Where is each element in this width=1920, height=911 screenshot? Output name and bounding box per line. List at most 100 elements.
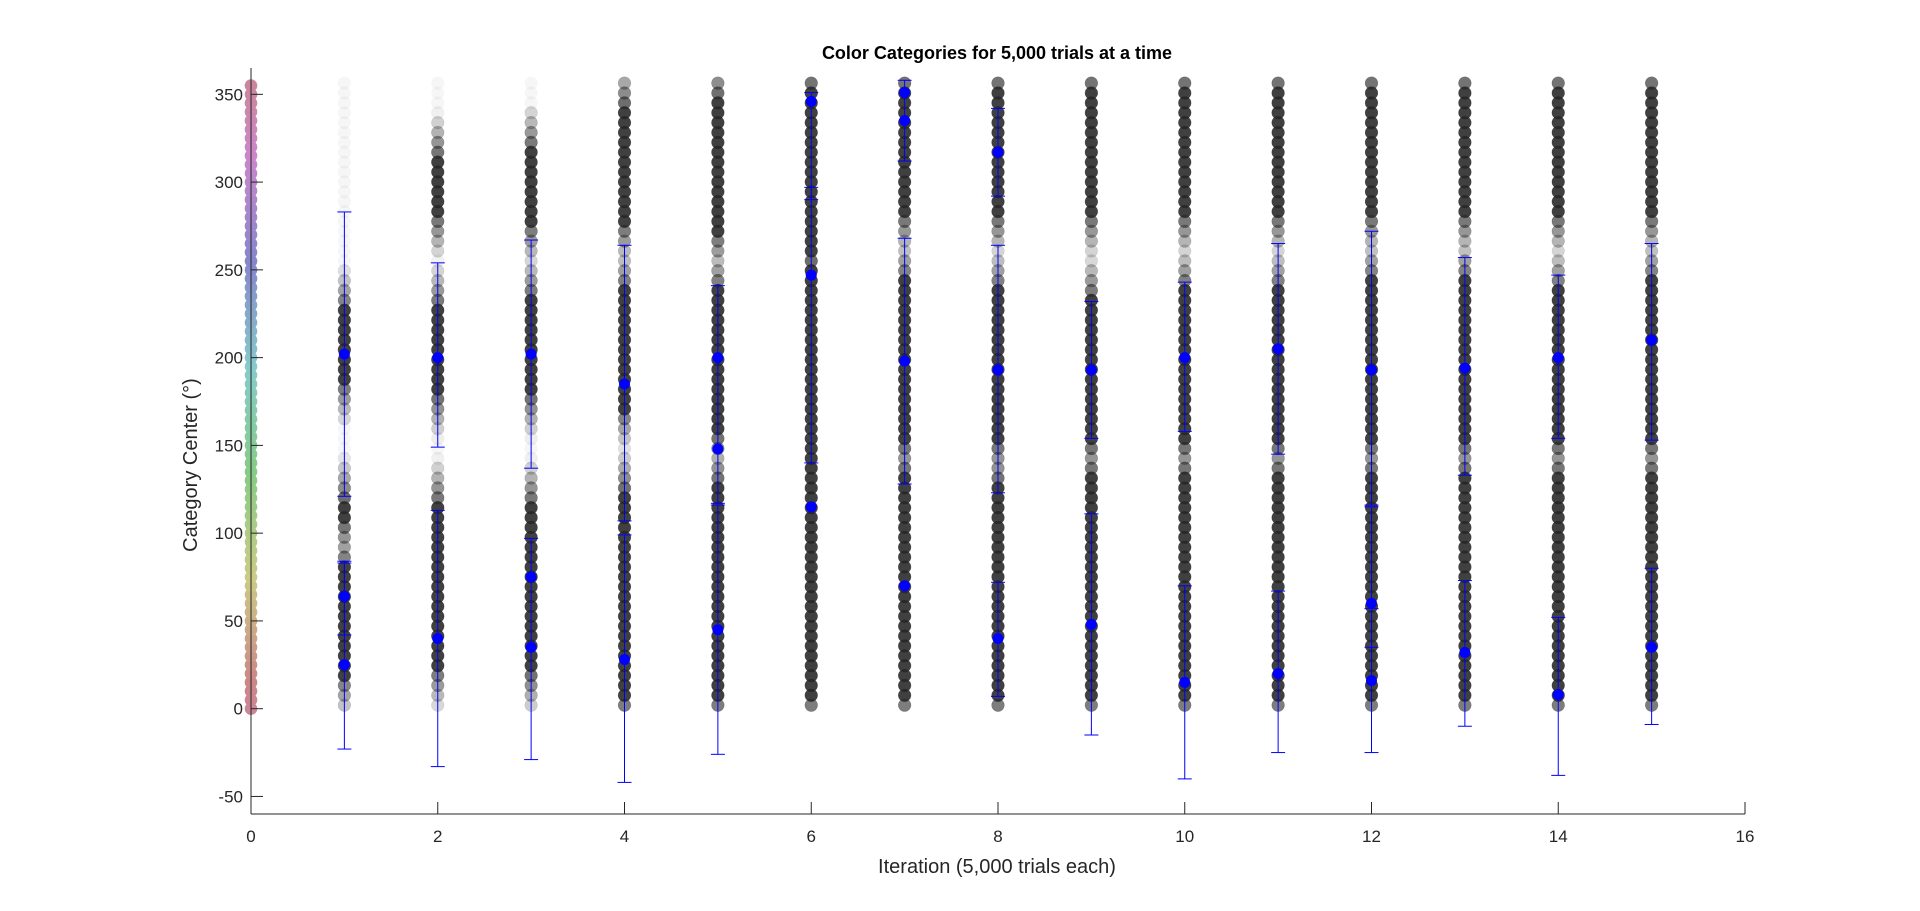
category-mean-point: [992, 364, 1004, 376]
category-point: [524, 96, 538, 110]
category-point: [1364, 76, 1379, 90]
category-point: [1551, 461, 1565, 475]
category-point: [1084, 234, 1098, 248]
category-mean-point: [338, 348, 350, 360]
category-point: [1551, 234, 1565, 248]
category-point: [431, 135, 445, 149]
x-axis-title: Iteration (5,000 trials each): [878, 856, 1116, 878]
category-mean-point: [1646, 641, 1658, 653]
category-point: [338, 76, 351, 90]
category-point: [524, 491, 538, 505]
category-point: [1084, 76, 1098, 90]
category-point: [337, 540, 351, 554]
category-point: [1271, 461, 1285, 475]
category-mean-point: [712, 624, 724, 636]
y-tick-label: 300: [215, 173, 243, 192]
category-point: [338, 195, 351, 208]
category-point: [617, 76, 632, 90]
axes: 0 2 4 6 8 10 12 14 16 -50 0 50 100 150 200 250 300 350: [215, 68, 1755, 846]
category-point: [338, 155, 351, 169]
category-point: [1178, 76, 1192, 90]
category-point: [431, 86, 445, 100]
category-point: [804, 76, 818, 90]
category-mean-point: [338, 590, 350, 602]
x-tick-label: 12: [1362, 827, 1381, 846]
category-point: [338, 136, 351, 149]
category-point: [991, 76, 1005, 90]
category-mean-point: [619, 378, 630, 390]
category-point: [1084, 254, 1098, 268]
category-mean-point: [1552, 352, 1564, 364]
x-tick-label: 0: [246, 827, 255, 846]
category-mean-point: [992, 146, 1004, 158]
category-point: [1178, 264, 1192, 278]
category-point: [524, 86, 538, 100]
category-point: [431, 471, 445, 485]
category-mean-point: [712, 352, 724, 364]
category-mean-point: [1459, 647, 1471, 659]
category-point: [431, 76, 445, 90]
category-mean-point: [432, 352, 444, 364]
category-point: [338, 106, 351, 120]
category-mean-point: [805, 95, 817, 107]
category-point: [338, 165, 351, 179]
category-point: [431, 491, 445, 505]
category-point: [338, 116, 351, 129]
category-point: [338, 175, 351, 189]
chart-title: Color Categories for 5,000 trials at a t…: [822, 43, 1172, 63]
category-point: [1084, 264, 1098, 278]
category-mean-point: [1366, 597, 1377, 609]
category-mean-point: [1085, 618, 1097, 630]
y-tick-label: 350: [215, 85, 243, 104]
category-mean-point: [899, 115, 911, 127]
category-point: [1084, 283, 1098, 298]
category-mean-point: [1085, 364, 1097, 376]
category-point: [338, 86, 351, 100]
category-mean-point: [899, 580, 911, 592]
category-point: [431, 451, 445, 465]
y-tick-label: -50: [218, 787, 243, 806]
y-tick-label: 100: [215, 524, 243, 543]
category-point: [524, 125, 538, 140]
category-point: [338, 96, 351, 110]
category-point: [431, 244, 445, 258]
category-point: [1178, 254, 1192, 268]
category-mean-point: [525, 348, 537, 360]
category-point: [524, 135, 538, 149]
category-mean-point: [1272, 343, 1284, 355]
category-mean-point: [1366, 364, 1377, 376]
category-mean-point: [805, 269, 817, 281]
category-point: [1084, 244, 1098, 258]
category-point: [1178, 234, 1192, 248]
x-tick-label: 16: [1736, 827, 1755, 846]
category-mean-point: [1179, 352, 1191, 364]
category-point: [1551, 244, 1565, 258]
category-point: [1084, 461, 1098, 475]
category-mean-point: [899, 355, 911, 367]
category-point: [431, 145, 445, 159]
category-mean-point: [525, 571, 537, 583]
category-point: [431, 461, 445, 475]
category-point: [524, 471, 538, 485]
category-point: [711, 254, 725, 268]
category-mean-point: [1552, 689, 1564, 701]
category-point: [431, 442, 445, 455]
x-tick-label: 10: [1175, 827, 1194, 846]
category-mean-point: [525, 641, 537, 653]
y-tick-label: 0: [234, 700, 243, 719]
category-mean-point: [805, 501, 817, 513]
category-point: [431, 96, 445, 110]
category-point: [1458, 76, 1472, 90]
category-point: [711, 76, 725, 90]
y-tick-label: 50: [224, 612, 243, 631]
category-mean-point: [1272, 668, 1284, 680]
plot-area: [244, 76, 1659, 783]
category-point: [524, 481, 538, 495]
category-point: [1178, 461, 1192, 475]
y-tick-label: 250: [215, 261, 243, 280]
category-point: [711, 264, 725, 278]
category-mean-point: [1366, 675, 1377, 687]
category-point: [1551, 254, 1565, 268]
category-point: [338, 185, 351, 199]
